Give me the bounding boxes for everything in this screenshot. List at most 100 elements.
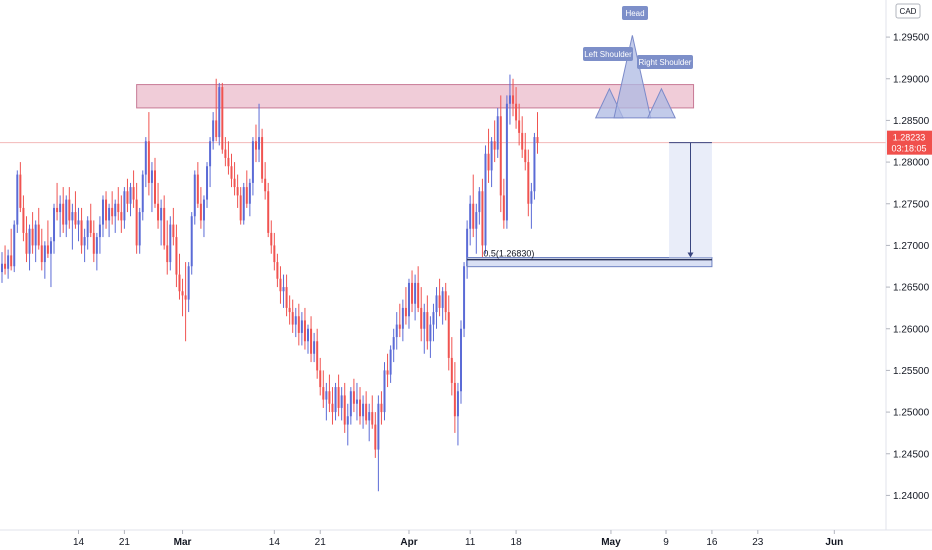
y-tick-label: 1.25500 — [893, 366, 930, 377]
resistance-zone[interactable] — [136, 84, 695, 109]
candle-body — [172, 224, 175, 238]
candle-body — [236, 187, 239, 196]
candle — [117, 187, 120, 221]
candle — [31, 212, 34, 254]
candle — [114, 199, 117, 233]
candle — [414, 274, 417, 321]
candle-body — [343, 395, 346, 425]
candle — [371, 395, 374, 429]
candle-body — [450, 357, 453, 383]
candle-body — [129, 187, 132, 204]
candle-body — [25, 232, 28, 254]
candle — [276, 253, 279, 288]
candle-body — [414, 282, 417, 304]
candle-body — [233, 178, 236, 188]
candle — [184, 262, 187, 342]
candle — [294, 307, 297, 338]
candle — [215, 78, 218, 142]
candle — [218, 82, 221, 146]
left-shoulder-label: Left Shoulder — [584, 50, 632, 59]
left-shoulder-label-tag[interactable]: Left Shoulder — [583, 47, 633, 61]
candle — [502, 178, 505, 229]
candle — [466, 220, 469, 279]
candle-body — [307, 328, 309, 342]
candle-body — [202, 199, 205, 221]
time-axis[interactable]: 14 21 Mar 14 21 Apr 11 18 May 9 16 23 Jun — [0, 529, 932, 548]
candle — [92, 220, 95, 263]
candle — [261, 128, 264, 183]
candle-body — [169, 224, 172, 263]
price-axis[interactable]: 1.29500 1.29000 1.28500 1.28000 1.27500 1.270… — [885, 0, 932, 530]
candle-body — [267, 191, 270, 233]
candle — [89, 203, 92, 238]
candle-body — [215, 120, 218, 138]
candle — [34, 220, 37, 263]
candle-body — [147, 141, 150, 183]
candle — [450, 337, 453, 396]
candle — [264, 162, 267, 200]
candle — [453, 362, 456, 433]
candle — [456, 382, 459, 446]
candle-body — [371, 412, 374, 425]
candle-body — [303, 320, 306, 342]
candle-body — [383, 370, 386, 413]
right-shoulder-triangle[interactable] — [646, 87, 676, 119]
candle-body — [40, 245, 43, 263]
candle — [199, 187, 202, 229]
head-label-tag[interactable]: Head — [622, 6, 648, 20]
candle — [499, 95, 502, 213]
candle — [536, 112, 539, 154]
candle-body — [193, 174, 196, 217]
candle-body — [444, 291, 447, 313]
candle-body — [487, 153, 490, 171]
candle — [175, 224, 178, 288]
candle-body — [395, 324, 398, 338]
candle-body — [111, 207, 114, 217]
candle-body — [276, 262, 279, 279]
candle-body — [310, 328, 313, 354]
candle — [291, 299, 294, 333]
candle-body — [377, 403, 380, 450]
candle — [147, 112, 150, 196]
candle-body — [59, 203, 62, 213]
candle — [1, 252, 3, 283]
right-shoulder-label-tag[interactable]: Right Shoulder — [637, 55, 693, 69]
candle — [307, 324, 309, 354]
head-triangle[interactable] — [613, 35, 652, 119]
candle — [530, 182, 533, 229]
candle — [447, 295, 450, 371]
candle-body — [65, 199, 68, 225]
candle — [392, 328, 395, 363]
candle-body — [398, 324, 401, 329]
candle-body — [463, 266, 466, 329]
candle — [71, 203, 74, 250]
candle-body — [359, 399, 362, 417]
candle-body — [469, 203, 472, 229]
candle-body — [349, 391, 352, 417]
y-tick-label: 1.24000 — [893, 491, 930, 502]
candle-body — [472, 203, 475, 229]
x-tick-label: 16 — [706, 537, 718, 548]
currency-label: CAD — [900, 7, 917, 16]
candle — [533, 132, 536, 200]
candle-body — [466, 228, 469, 267]
candle — [40, 228, 43, 271]
candle-body — [493, 141, 496, 150]
candle — [512, 78, 515, 117]
candle — [129, 182, 132, 217]
support-zone[interactable] — [466, 257, 713, 268]
candle — [300, 312, 303, 346]
last-price-value: 1.28233 — [893, 133, 926, 143]
candle-body — [71, 212, 74, 221]
candle-body — [313, 341, 316, 354]
candle — [126, 178, 129, 213]
candle — [444, 282, 447, 321]
x-tick-label: 9 — [663, 537, 669, 548]
candle-body — [95, 237, 98, 254]
candle — [258, 103, 261, 163]
candle-body — [423, 312, 426, 329]
candle — [163, 195, 166, 250]
candle-body — [89, 220, 92, 233]
candle-body — [426, 312, 429, 342]
